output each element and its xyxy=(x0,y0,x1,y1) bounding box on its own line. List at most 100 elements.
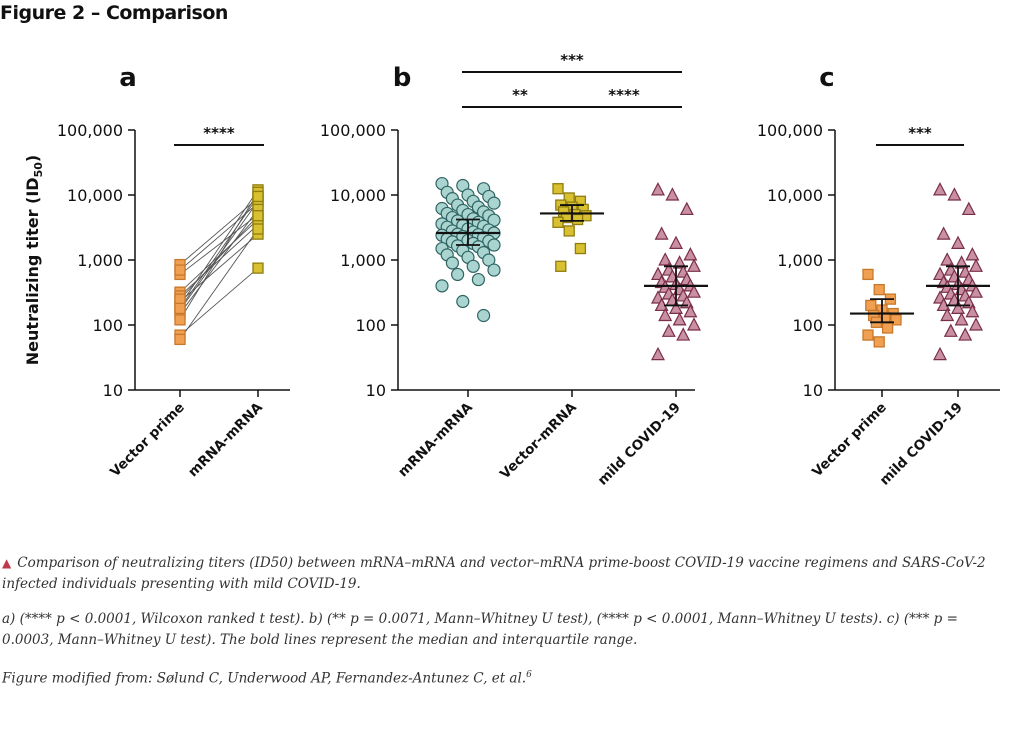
data-point xyxy=(174,314,186,326)
y-axis-label: Neutralizing titer (ID50) xyxy=(23,155,45,365)
data-point xyxy=(679,201,694,216)
significance-label: **** xyxy=(203,124,235,142)
data-point xyxy=(174,333,186,346)
data-point xyxy=(951,300,965,315)
significance-label: ** xyxy=(512,86,528,104)
data-point xyxy=(687,284,701,298)
paired-line xyxy=(179,192,259,321)
data-point xyxy=(252,210,264,222)
data-point xyxy=(669,235,683,250)
data-point xyxy=(174,293,186,305)
y-tick-label: 10 xyxy=(803,381,823,400)
data-point xyxy=(651,182,665,196)
data-point xyxy=(890,314,902,326)
data-point xyxy=(672,312,687,326)
data-point xyxy=(571,213,584,226)
paired-line xyxy=(179,215,259,300)
y-axis-label-close: ) xyxy=(23,155,42,162)
x-tick-label: mild COVID-19 xyxy=(595,400,684,489)
y-tick-label: 1,000 xyxy=(340,251,386,270)
data-point xyxy=(471,272,485,287)
data-point xyxy=(174,264,186,276)
data-point xyxy=(672,255,687,269)
data-point xyxy=(661,323,676,337)
data-point xyxy=(965,303,980,318)
data-point xyxy=(961,201,976,216)
data-point xyxy=(947,187,962,201)
data-point xyxy=(687,317,701,331)
y-tick-label: 100,000 xyxy=(57,121,123,140)
figure-title: Figure 2 – Comparison xyxy=(0,2,228,24)
caption-summary-text: Comparison of neutralizing titers (ID50)… xyxy=(2,555,986,592)
significance-label: *** xyxy=(908,124,932,142)
paired-line xyxy=(179,189,259,306)
data-point xyxy=(435,279,449,293)
data-point xyxy=(933,182,947,196)
paired-line xyxy=(179,214,259,275)
x-tick-label: Vector prime xyxy=(809,400,890,481)
data-point xyxy=(873,336,885,348)
data-point xyxy=(940,252,955,266)
figure-caption: ▲ Comparison of neutralizing titers (ID50… xyxy=(2,553,1012,704)
data-point xyxy=(954,255,969,269)
data-point xyxy=(683,303,698,318)
data-point xyxy=(943,323,958,337)
y-tick-label: 100 xyxy=(355,316,386,335)
data-point xyxy=(965,247,980,261)
paired-line xyxy=(179,267,259,336)
x-tick-label: Vector prime xyxy=(107,400,188,481)
y-tick-label: 100,000 xyxy=(757,121,823,140)
x-tick-label: Vector-mRNA xyxy=(497,399,580,482)
significance-label: *** xyxy=(560,51,584,69)
paired-line xyxy=(179,228,259,340)
y-tick-label: 10 xyxy=(366,381,386,400)
significance-label: **** xyxy=(608,86,640,104)
data-point xyxy=(969,258,983,272)
data-point xyxy=(174,302,186,315)
x-tick-label: mild COVID-19 xyxy=(877,400,966,489)
data-point xyxy=(881,322,894,334)
data-point xyxy=(482,253,496,267)
y-tick-label: 100 xyxy=(792,316,823,335)
data-point xyxy=(552,216,564,228)
data-point xyxy=(687,258,701,272)
data-point xyxy=(651,346,665,361)
data-point xyxy=(252,223,264,235)
x-tick-label: mRNA-mRNA xyxy=(185,399,266,480)
paired-line xyxy=(179,196,259,309)
data-point xyxy=(958,327,973,341)
data-point xyxy=(862,329,874,341)
data-point xyxy=(936,226,951,240)
paired-line xyxy=(179,209,259,314)
data-point xyxy=(665,187,680,201)
data-point xyxy=(563,225,575,237)
data-point xyxy=(555,260,567,272)
data-point xyxy=(862,268,874,281)
panel-a-y-axis: 10 100 1,000 10,000 100,000 xyxy=(57,121,136,400)
y-tick-label: 1,000 xyxy=(777,251,823,270)
data-point xyxy=(969,284,983,298)
y-tick-label: 100,000 xyxy=(320,121,386,140)
panel-a-letter: a xyxy=(119,63,137,93)
data-point xyxy=(969,317,983,331)
panel-b-letter: b xyxy=(393,63,412,93)
y-tick-label: 10 xyxy=(103,381,123,400)
y-axis-label-text: Neutralizing titer (ID xyxy=(23,177,42,365)
y-tick-label: 10,000 xyxy=(767,186,823,205)
triangle-up-icon: ▲ xyxy=(2,556,12,570)
caption-statistics: a) (**** p < 0.0001, Wilcoxon ranked t t… xyxy=(2,611,958,648)
data-point xyxy=(487,263,501,277)
x-tick-label: mRNA-mRNA xyxy=(395,399,476,480)
y-tick-label: 10,000 xyxy=(330,186,386,205)
paired-line xyxy=(179,224,259,297)
data-point xyxy=(487,196,501,210)
data-point xyxy=(933,346,947,361)
y-tick-label: 100 xyxy=(92,316,123,335)
data-point xyxy=(658,307,673,322)
caption-summary: ▲ Comparison of neutralizing titers (ID50… xyxy=(2,553,1012,595)
data-point xyxy=(873,283,885,296)
data-point xyxy=(252,262,264,274)
data-point xyxy=(477,308,491,323)
data-point xyxy=(940,307,955,322)
